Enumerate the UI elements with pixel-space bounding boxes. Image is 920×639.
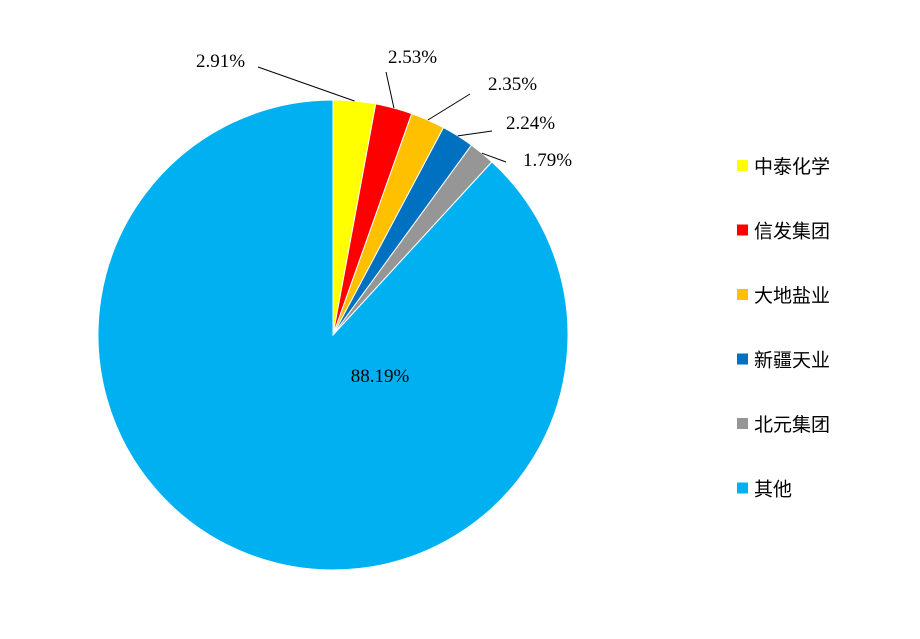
legend-label-4: 新疆天业	[754, 350, 830, 372]
legend-swatch-3	[737, 289, 748, 300]
legend-swatch-4	[737, 353, 748, 365]
data-label-1: 2.91%	[196, 51, 245, 72]
legend-label-6: 其他	[754, 479, 792, 501]
leader-line-3	[427, 93, 471, 121]
data-labels: 2.91% 2.53% 2.35% 2.24% 1.79% 88.19%	[196, 47, 572, 387]
legend-label-5: 北元集团	[754, 414, 830, 436]
data-label-2: 2.53%	[388, 47, 437, 68]
leader-line-5	[481, 152, 507, 163]
data-label-4: 2.24%	[506, 113, 555, 134]
pie-slice-6	[97, 99, 569, 571]
legend-label-1: 中泰化学	[754, 156, 830, 178]
data-label-5: 1.79%	[523, 150, 572, 171]
legend-swatch-1	[737, 160, 748, 171]
legend-label-2: 信发集团	[754, 221, 830, 243]
pie-slices	[97, 99, 569, 571]
leader-line-2	[385, 71, 395, 109]
legend-swatch-6	[737, 482, 748, 494]
legend-swatch-2	[737, 224, 748, 236]
data-label-3: 2.35%	[488, 74, 537, 95]
data-label-6: 88.19%	[351, 366, 410, 387]
leader-line-1	[257, 66, 355, 102]
leader-lines	[257, 66, 507, 163]
leader-line-4	[457, 130, 493, 137]
legend-label-3: 大地盐业	[754, 285, 830, 307]
legend-swatch-5	[737, 418, 748, 429]
